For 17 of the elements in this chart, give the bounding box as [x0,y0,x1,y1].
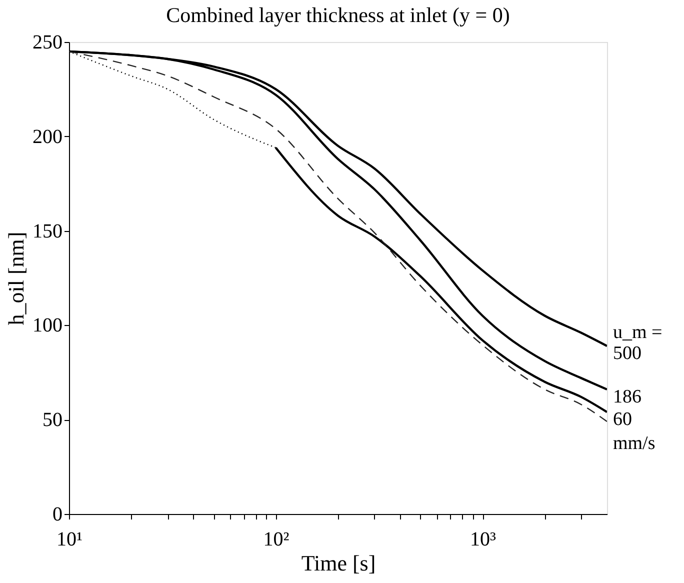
series-label: 500 [613,342,642,364]
series-label: 186 [613,386,642,408]
x-tick-label: 10³ [470,528,496,550]
series-label: 60 [613,409,632,430]
y-tick-label: 0 [52,504,62,526]
text: u_m = [613,322,662,343]
chart-title: Combined layer thickness at inlet (y = 0) [166,3,510,27]
y-tick-label: 200 [32,126,62,148]
y-axis-title: h_oil [nm] [4,232,28,326]
y-tick-label: 100 [32,314,62,337]
x-tick-label: 10² [263,528,290,550]
y-tick-label: 250 [32,32,62,54]
text: mm/s [613,433,656,454]
x-axis-title: Time [s] [301,550,376,576]
x-tick-label: 10¹ [56,528,82,550]
y-tick-label: 150 [32,220,62,242]
y-tick-label: 50 [42,409,62,432]
